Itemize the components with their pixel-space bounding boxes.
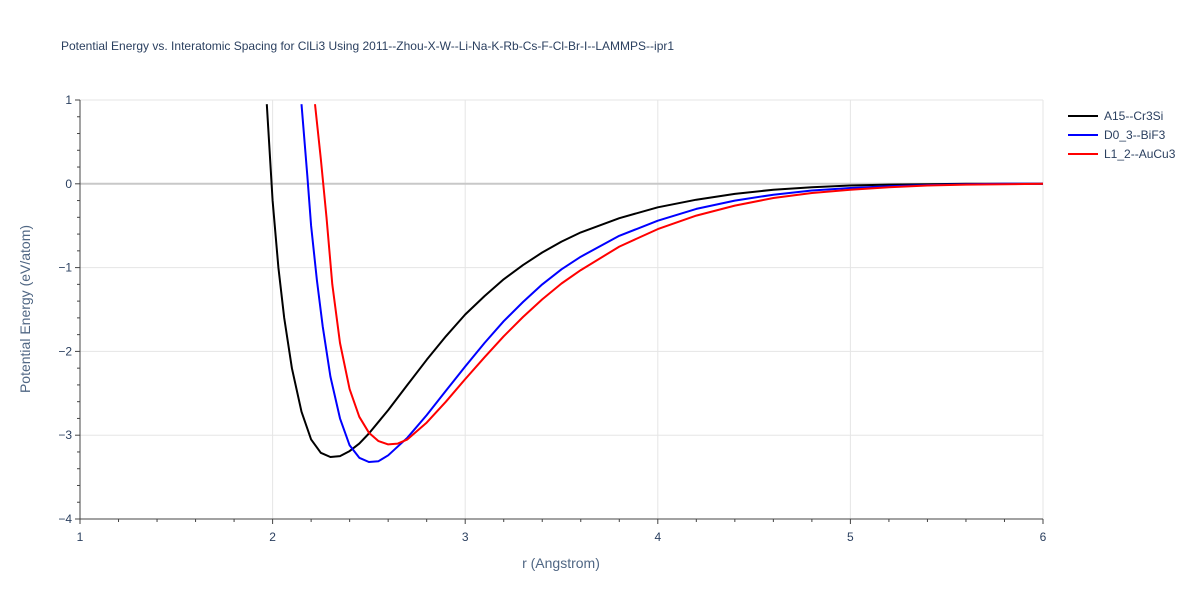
legend: A15--Cr3Si D0_3--BiF3 L1_2--AuCu3 (1068, 109, 1176, 161)
legend-label-1: D0_3--BiF3 (1104, 128, 1166, 142)
series-line-1 (300, 104, 1043, 463)
plot-area (265, 104, 1043, 463)
x-tick-label: 5 (847, 530, 854, 544)
chart-title: Potential Energy vs. Interatomic Spacing… (61, 39, 674, 53)
y-tick-label: −4 (58, 512, 72, 526)
x-tick-label: 3 (462, 530, 469, 544)
legend-label-2: L1_2--AuCu3 (1104, 147, 1176, 161)
x-tick-label: 1 (77, 530, 84, 544)
x-tick-label: 4 (654, 530, 661, 544)
x-axis-label: r (Angstrom) (522, 555, 600, 571)
y-tick-label: −3 (58, 428, 72, 442)
x-tick-label: 2 (269, 530, 276, 544)
axis-ticks: 1 2 3 4 5 6 1 0 −1 −2 −3 −4 (58, 93, 1046, 544)
legend-label-0: A15--Cr3Si (1104, 109, 1163, 123)
y-axis-label: Potential Energy (eV/atom) (17, 225, 33, 393)
grid (80, 99, 1044, 519)
y-tick-label: 1 (65, 93, 72, 107)
x-tick-label: 6 (1040, 530, 1047, 544)
series-line-0 (265, 104, 1043, 458)
y-tick-label: −1 (58, 261, 72, 275)
y-tick-label: −2 (58, 344, 72, 358)
y-tick-label: 0 (65, 177, 72, 191)
series-line-2 (314, 104, 1043, 446)
